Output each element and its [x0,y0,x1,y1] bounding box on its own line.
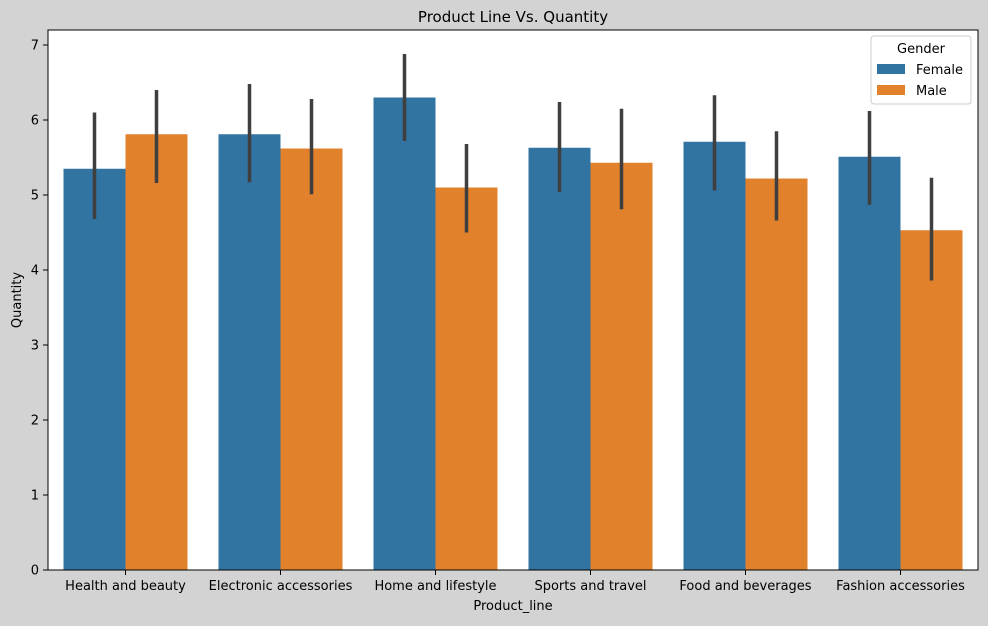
x-tick-label-sports-and-travel: Sports and travel [534,579,646,594]
x-tick-label-health-and-beauty: Health and beauty [65,579,186,594]
errorbars-layer [92,54,934,281]
bar-fashion-accessories-male [900,230,963,570]
bars-layer [63,97,963,570]
x-tick-label-food-and-beverages: Food and beverages [679,579,811,594]
legend-label-male: Male [916,84,947,99]
bar-food-and-beverages-female [683,141,746,570]
bar-sports-and-travel-female [528,147,591,570]
x-axis-label: Product_line [473,599,552,614]
x-tick-label-fashion-accessories: Fashion accessories [836,579,965,594]
y-tick-label-1: 1 [31,489,39,504]
y-tick-label-5: 5 [31,189,39,204]
bar-health-and-beauty-male [125,134,188,570]
bar-food-and-beverages-male [745,178,808,570]
y-tick-label-6: 6 [31,114,39,129]
plot-area [48,30,978,570]
x-axis: Health and beauty Electronic accessories H… [65,570,965,594]
bar-fashion-accessories-female [838,156,901,570]
bar-electronic-accessories-female [218,134,281,570]
y-tick-label-3: 3 [31,339,39,354]
y-axis: 0 1 2 3 4 5 6 7 [31,39,48,579]
x-tick-label-electronic-accessories: Electronic accessories [209,579,353,594]
bar-home-and-lifestyle-female [373,97,436,570]
bar-home-and-lifestyle-male [435,187,498,570]
y-tick-label-4: 4 [31,264,39,279]
y-tick-label-0: 0 [31,564,39,579]
y-tick-label-7: 7 [31,39,39,54]
plot-frame [47,29,979,571]
legend-swatch-male [877,85,905,95]
x-tick-label-home-and-lifestyle: Home and lifestyle [374,579,496,594]
y-tick-label-2: 2 [31,414,39,429]
bar-electronic-accessories-male [280,148,343,570]
chart-title: Product Line Vs. Quantity [418,8,608,26]
y-axis-label: Quantity [10,272,25,328]
bar-sports-and-travel-male [590,162,653,570]
legend: Gender Female Male [870,35,972,105]
legend-swatch-female [877,64,905,74]
legend-label-female: Female [916,63,963,78]
bar-health-and-beauty-female [63,168,126,570]
legend-title: Gender [897,42,946,57]
